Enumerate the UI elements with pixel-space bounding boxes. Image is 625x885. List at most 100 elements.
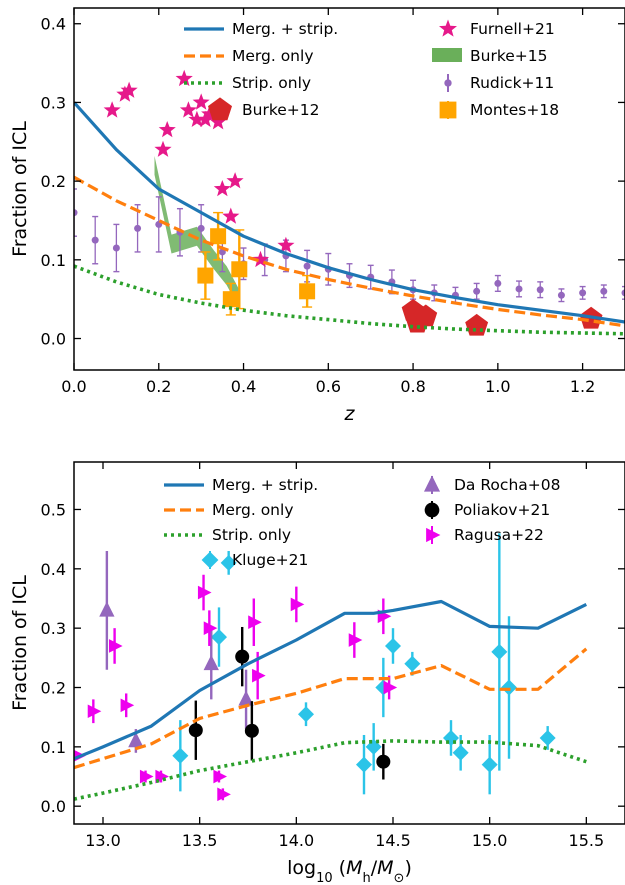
legend-marker	[208, 97, 232, 121]
axes-frame	[73, 7, 625, 371]
point-kluge-21	[404, 655, 421, 672]
point-poliakov-21	[188, 723, 203, 738]
legend: Merg. + strip. Merg. only Strip. only Burke…	[184, 19, 559, 121]
legend-marker	[439, 19, 457, 37]
legend-item-strip-only: Strip. only	[184, 74, 311, 92]
point-kluge-21	[356, 756, 372, 773]
y-tick-label: 0.4	[41, 560, 66, 579]
series-burke-12	[401, 299, 603, 336]
point-rudick-11	[515, 285, 523, 293]
point-furnell-21	[175, 69, 193, 87]
x-tick-label: 0.0	[61, 377, 86, 396]
point-rudick-11	[536, 286, 544, 294]
point-da-rocha-08	[238, 690, 254, 706]
series-strip-only	[74, 739, 587, 801]
point-ragusa-22	[139, 769, 154, 784]
axes-frame	[73, 461, 625, 825]
series-merg-strip	[74, 599, 588, 761]
point-poliakov-21	[235, 649, 250, 664]
point-furnell-21	[222, 207, 240, 224]
point-furnell-21	[192, 93, 210, 110]
point-ragusa-22	[213, 769, 227, 784]
point-ragusa-22	[217, 787, 231, 802]
x-tick-label: 0.4	[231, 377, 256, 396]
point-kluge-21	[452, 744, 469, 761]
legend-label: Merg. + strip.	[212, 476, 318, 494]
point-burke-12	[465, 313, 489, 336]
legend-label: Strip. only	[212, 526, 291, 544]
point-kluge-21	[172, 747, 189, 764]
point-montes-18	[197, 267, 214, 284]
legend-label: Kluge+21	[232, 551, 308, 569]
point-ragusa-22	[203, 621, 218, 635]
point-ragusa-22	[383, 680, 398, 695]
legend-item-kluge-21: Kluge+21	[201, 551, 308, 569]
line-strip-only	[74, 739, 587, 801]
legend-marker	[201, 551, 219, 569]
line-merg-strip	[74, 599, 588, 761]
point-kluge-21	[539, 729, 556, 746]
point-rudick-11	[579, 289, 587, 297]
point-rudick-11	[74, 209, 78, 217]
x-tick-label: 14.0	[279, 831, 315, 850]
panel-bottom-icl-vs-halo-mass: 13.0 13.5 14.0 14.5 15.0 15.5 0.0 0.1 0.2 0.3 0.4 0…	[9, 461, 625, 885]
point-kluge-21	[365, 738, 382, 755]
point-ragusa-22	[252, 668, 266, 683]
legend-label: Merg. + strip.	[232, 20, 338, 38]
legend-item-merg-only: Merg. only	[184, 47, 314, 65]
legend-label: Da Rocha+08	[454, 476, 560, 494]
point-burke-12	[414, 304, 438, 327]
y-tick-label: 0.3	[41, 619, 66, 638]
legend-label: Burke+15	[470, 47, 548, 65]
series-furnell-21	[103, 69, 295, 268]
band-burke-15	[154, 155, 240, 309]
legend-item-ragusa-22: Ragusa+22	[426, 526, 544, 544]
y-tick-label: 0.4	[41, 15, 66, 34]
point-furnell-21	[209, 113, 227, 130]
point-kluge-21	[298, 706, 314, 723]
point-kluge-21	[220, 554, 237, 571]
point-ragusa-22	[348, 633, 363, 647]
point-furnell-21	[201, 105, 219, 122]
point-montes-18	[210, 228, 227, 245]
point-ragusa-22	[197, 585, 212, 600]
series-poliakov-21	[188, 626, 391, 780]
point-rudick-11	[473, 287, 481, 295]
point-ragusa-22	[87, 704, 102, 719]
y-tick-label: 0.2	[41, 172, 66, 191]
x-tick-label: 15.5	[569, 831, 605, 850]
legend-item-merg-strip: Merg. + strip.	[184, 20, 338, 38]
legend-item-merg-only: Merg. only	[164, 501, 294, 519]
y-tick-label: 0.0	[41, 797, 66, 816]
x-tick-label: 13.5	[182, 831, 218, 850]
legend-label: Montes+18	[470, 101, 559, 119]
line-merg-only	[74, 647, 588, 770]
legend-item-merg-strip: Merg. + strip.	[164, 476, 318, 494]
point-poliakov-21	[376, 754, 391, 769]
y-axis-label: Fraction of ICL	[9, 121, 31, 257]
point-furnell-21	[188, 110, 206, 127]
plot-area	[74, 69, 625, 336]
legend-item-poliakov-21: Poliakov+21	[424, 501, 550, 519]
y-tick-label: 0.5	[41, 500, 66, 519]
point-montes-18	[222, 291, 239, 308]
point-rudick-11	[112, 244, 120, 252]
point-kluge-21	[211, 629, 227, 646]
point-rudick-11	[303, 262, 311, 270]
legend: Merg. + strip. Merg. only Strip. only Kluge…	[164, 475, 560, 569]
x-axis-label: log10 (Mh/M⊙)	[287, 857, 412, 885]
x-tick-label: 14.5	[375, 831, 411, 850]
point-rudick-11	[621, 289, 625, 297]
legend-label: Poliakov+21	[454, 501, 550, 519]
y-axis-label: Fraction of ICL	[9, 575, 31, 711]
legend-label: Strip. only	[232, 74, 311, 92]
point-furnell-21	[179, 101, 197, 118]
y-tick-label: 0.0	[41, 330, 66, 349]
point-montes-18	[231, 261, 248, 278]
y-tick-label: 0.3	[41, 93, 66, 112]
point-kluge-21	[481, 756, 498, 773]
point-furnell-21	[226, 172, 244, 189]
series-ragusa-22	[74, 574, 398, 802]
series-merg-only	[74, 175, 625, 328]
